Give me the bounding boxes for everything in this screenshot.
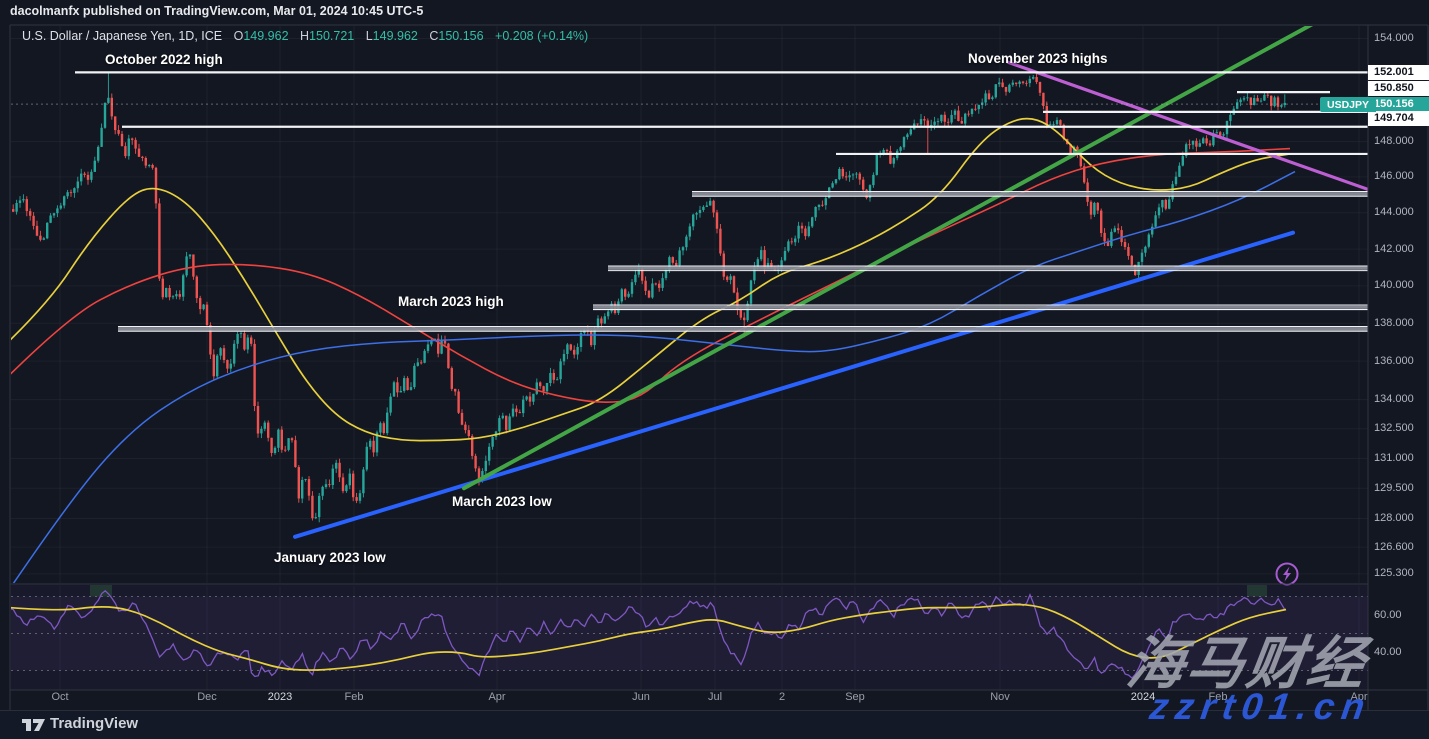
oscillator-axis-label: 40.00 bbox=[1374, 645, 1402, 658]
chart-annotation: October 2022 high bbox=[105, 52, 223, 67]
tradingview-brand-text[interactable]: TradingView bbox=[50, 715, 139, 732]
price-axis-label: 138.000 bbox=[1374, 316, 1414, 329]
low-value: 149.962 bbox=[372, 29, 418, 43]
time-axis-label: Apr bbox=[488, 691, 506, 703]
open-label: O bbox=[233, 29, 244, 43]
price-axis-label: 140.000 bbox=[1374, 279, 1414, 292]
price-axis-label: 142.000 bbox=[1374, 242, 1414, 255]
price-axis-label: 148.000 bbox=[1374, 135, 1414, 148]
footer-bar bbox=[0, 710, 1429, 739]
price-axis-label: 129.500 bbox=[1374, 481, 1414, 494]
time-axis-label: 2024 bbox=[1130, 691, 1156, 703]
close-value: 150.156 bbox=[438, 29, 484, 43]
price-axis-label: 144.000 bbox=[1374, 206, 1414, 219]
high-label: H bbox=[300, 29, 310, 43]
time-axis-label: Feb bbox=[1208, 691, 1228, 703]
open-value: 149.962 bbox=[243, 29, 289, 43]
time-axis-label: Sep bbox=[845, 691, 865, 703]
close-label: C bbox=[429, 29, 439, 43]
time-axis-label: Jun bbox=[632, 691, 650, 703]
price-axis-box-label: 152.001 bbox=[1368, 64, 1429, 80]
price-axis-label: 146.000 bbox=[1374, 170, 1414, 183]
chart-annotation: March 2023 high bbox=[398, 294, 504, 309]
time-axis-label: 2023 bbox=[267, 691, 293, 703]
price-axis-label: 125.300 bbox=[1374, 567, 1414, 580]
price-axis-box-label: 150.156 bbox=[1368, 96, 1429, 112]
price-axis-label: 134.000 bbox=[1374, 393, 1414, 406]
high-value: 150.721 bbox=[309, 29, 355, 43]
time-axis-label: Feb bbox=[344, 691, 364, 703]
price-axis-label: 132.500 bbox=[1374, 422, 1414, 435]
change-value: +0.208 (+0.14%) bbox=[495, 29, 589, 43]
price-axis-label: 128.000 bbox=[1374, 512, 1414, 524]
time-axis-label: Dec bbox=[197, 691, 217, 703]
price-axis-label: 154.000 bbox=[1374, 31, 1414, 44]
low-label: L bbox=[365, 29, 373, 43]
price-axis-label: 126.600 bbox=[1374, 540, 1414, 553]
oscillator-axis-label: 60.00 bbox=[1374, 608, 1402, 621]
symbol-price-badge: USDJPY bbox=[1320, 97, 1377, 112]
time-axis-label: Nov bbox=[990, 691, 1010, 703]
price-axis-box-label: 150.850 bbox=[1368, 80, 1429, 96]
tradingview-logo-icon[interactable] bbox=[22, 717, 46, 732]
price-axis-label: 136.000 bbox=[1374, 354, 1414, 367]
symbol-info-bar[interactable]: U.S. Dollar / Japanese Yen, 1D, ICE O149… bbox=[22, 29, 588, 43]
time-axis-label: Oct bbox=[51, 691, 69, 703]
time-axis-label: Apr bbox=[1350, 691, 1368, 703]
price-axis-label: 131.000 bbox=[1374, 451, 1414, 464]
chart-annotation: November 2023 highs bbox=[968, 51, 1108, 66]
chart-annotation: January 2023 low bbox=[274, 550, 386, 565]
time-axis-label: Jul bbox=[707, 691, 723, 703]
price-axis-box-label: 149.704 bbox=[1368, 110, 1429, 126]
time-axis-label: 2 bbox=[778, 691, 786, 703]
chart-annotation: March 2023 low bbox=[452, 494, 552, 509]
published-byline: dacolmanfx published on TradingView.com,… bbox=[10, 4, 424, 18]
watermark-url: zzrt01.cn bbox=[1147, 686, 1375, 727]
symbol-title: U.S. Dollar / Japanese Yen, 1D, ICE bbox=[22, 29, 223, 43]
